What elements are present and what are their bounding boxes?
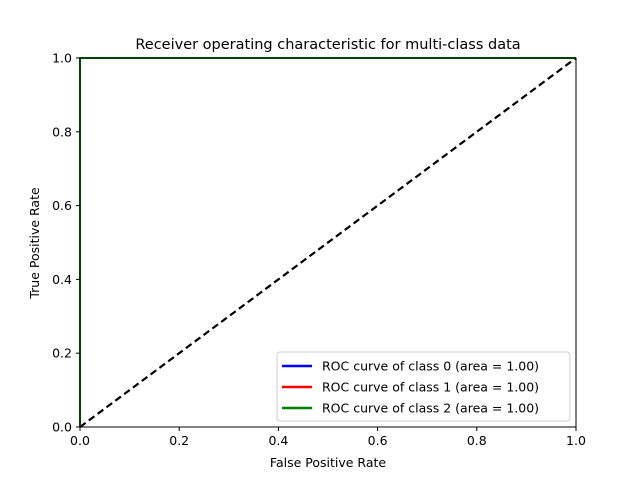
x-tick-label: 1.0: [566, 433, 586, 448]
x-tick-label: 0.0: [70, 433, 90, 448]
legend: ROC curve of class 0 (area = 1.00) ROC cu…: [276, 351, 571, 422]
y-tick-label: 0.4: [52, 272, 72, 287]
reference-diagonal-line: [79, 57, 577, 428]
y-tick-label: 0.6: [52, 198, 72, 213]
y-tick-label: 0.0: [52, 420, 72, 435]
x-tick-label: 0.6: [368, 433, 388, 448]
y-tick-label: 0.2: [52, 346, 72, 361]
x-tick-label: 0.4: [268, 433, 288, 448]
chart-title: Receiver operating characteristic for mu…: [135, 37, 520, 53]
legend-label-class-1: ROC curve of class 1 (area = 1.00): [322, 380, 539, 395]
axes-frame: [79, 57, 577, 428]
x-tick-label: 0.8: [467, 433, 487, 448]
y-tick-label: 0.8: [52, 124, 72, 139]
plot-area: 0.0 0.2 0.4 0.6 0.8 1.0 0.0 0.2 0.4 0.6 0.8 1.0: [52, 51, 586, 449]
y-axis-label: True Positive Rate: [27, 187, 42, 300]
legend-box: [276, 351, 571, 422]
y-tick-label: 1.0: [52, 51, 72, 66]
x-axis-label: False Positive Rate: [270, 455, 386, 470]
x-tick-label: 0.2: [169, 433, 189, 448]
legend-label-class-0: ROC curve of class 0 (area = 1.00): [322, 359, 539, 374]
legend-label-class-2: ROC curve of class 2 (area = 1.00): [322, 401, 539, 416]
